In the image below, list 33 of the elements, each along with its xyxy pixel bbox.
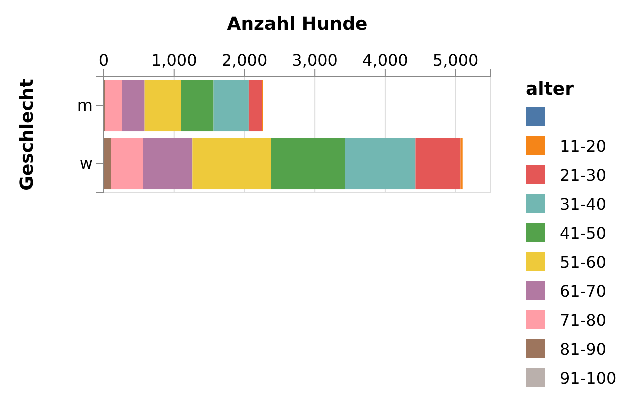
bar (248, 80, 262, 132)
bar (143, 138, 193, 190)
legend-label: 21-30 (560, 166, 606, 185)
legend-label: 81-90 (560, 340, 606, 359)
x-tick-label: 2,000 (222, 51, 268, 70)
x-tick-label: 1,000 (151, 51, 198, 70)
legend-title: alter (526, 79, 574, 100)
bar (122, 80, 145, 132)
bar (105, 80, 122, 132)
bar (345, 138, 416, 190)
y-axis-title: Geschlecht (17, 78, 38, 191)
bar (104, 138, 112, 190)
bar (181, 80, 214, 132)
x-tick-label: 5,000 (432, 51, 479, 70)
legend-label: 31-40 (560, 195, 606, 214)
bar (192, 138, 272, 190)
legend-label: 41-50 (560, 224, 606, 243)
x-tick-label: 0 (98, 51, 110, 70)
y-tick-label: m (77, 96, 93, 116)
legend-label: 51-60 (560, 253, 606, 272)
bar (111, 138, 144, 190)
bar (416, 138, 461, 190)
legend-label: 61-70 (560, 282, 606, 301)
bar (271, 138, 346, 190)
x-tick-label: 4,000 (362, 51, 408, 70)
legend-label: 91-100 (560, 369, 617, 388)
x-axis-title: Anzahl Hunde (227, 14, 368, 35)
x-tick-label: 3,000 (292, 51, 338, 70)
bar (144, 80, 182, 132)
bar (214, 80, 249, 132)
legend-label: 11-20 (560, 137, 606, 156)
y-tick-label: w (80, 154, 93, 174)
legend-label: 71-80 (560, 311, 606, 330)
